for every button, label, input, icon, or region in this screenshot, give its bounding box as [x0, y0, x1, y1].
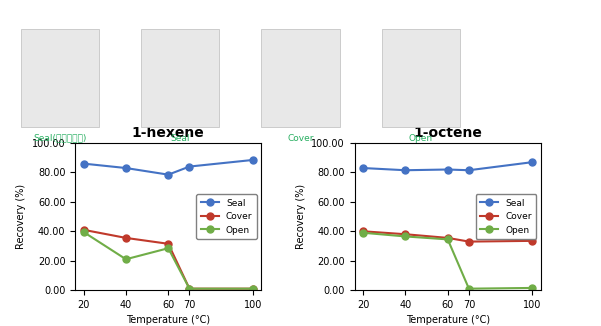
Line: Open: Open: [80, 229, 257, 292]
Open: [444, 237, 451, 241]
Cover: [80, 228, 87, 232]
Open: [249, 287, 257, 290]
Text: Seal(단면용출기): Seal(단면용출기): [34, 134, 87, 143]
Cover: [249, 287, 257, 290]
Text: Cover: Cover: [287, 134, 314, 143]
Title: 1-hexene: 1-hexene: [132, 126, 205, 141]
Title: 1-octene: 1-octene: [413, 126, 482, 141]
Open: [359, 231, 367, 235]
Seal: [165, 173, 172, 177]
Open: [186, 287, 193, 290]
X-axis label: Temperature (°C): Temperature (°C): [406, 316, 490, 325]
Cover: [165, 242, 172, 246]
Line: Seal: Seal: [359, 159, 536, 174]
Cover: [465, 240, 472, 244]
Line: Seal: Seal: [80, 156, 257, 178]
Text: Seal: Seal: [171, 134, 190, 143]
Text: Open: Open: [409, 134, 433, 143]
Y-axis label: Recovery (%): Recovery (%): [16, 184, 26, 249]
Legend: Seal, Cover, Open: Seal, Cover, Open: [196, 194, 257, 239]
Cover: [529, 239, 536, 243]
Seal: [80, 162, 87, 166]
Seal: [249, 158, 257, 162]
Cover: [123, 236, 130, 240]
Line: Open: Open: [359, 229, 536, 292]
Open: [402, 234, 409, 238]
Seal: [402, 168, 409, 172]
Open: [465, 287, 472, 290]
X-axis label: Temperature (°C): Temperature (°C): [126, 316, 210, 325]
Seal: [123, 166, 130, 170]
Line: Cover: Cover: [359, 228, 536, 245]
Open: [529, 286, 536, 290]
Line: Cover: Cover: [80, 226, 257, 292]
Open: [123, 257, 130, 261]
Cover: [186, 287, 193, 290]
Cover: [444, 236, 451, 240]
Seal: [465, 168, 472, 172]
Seal: [444, 168, 451, 171]
Cover: [359, 229, 367, 233]
Seal: [186, 165, 193, 169]
Seal: [529, 160, 536, 164]
Cover: [402, 232, 409, 236]
Open: [165, 246, 172, 250]
Open: [80, 230, 87, 234]
Legend: Seal, Cover, Open: Seal, Cover, Open: [475, 194, 536, 239]
Seal: [359, 166, 367, 170]
Y-axis label: Recovery (%): Recovery (%): [296, 184, 306, 249]
